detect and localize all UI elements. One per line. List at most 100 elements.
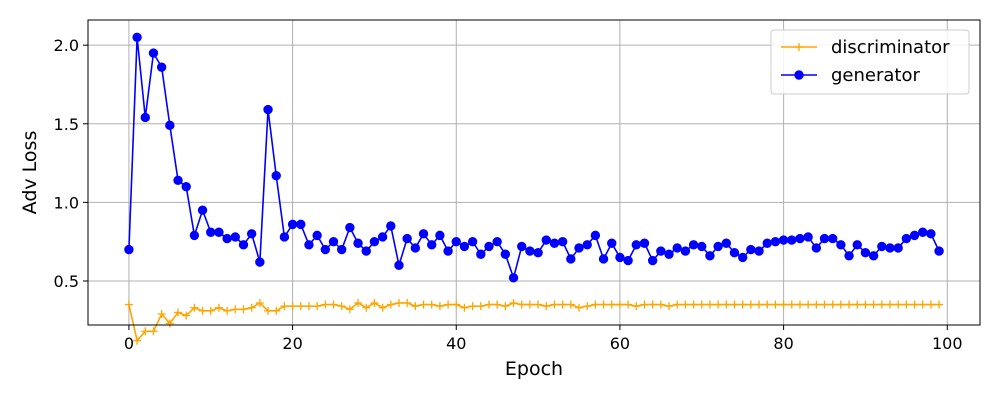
generator-point	[353, 238, 363, 248]
generator-point	[263, 104, 273, 115]
generator-point	[287, 219, 298, 230]
y-tick-label: 1.0	[54, 193, 79, 212]
discriminator-point	[738, 300, 747, 309]
discriminator-point	[836, 300, 845, 309]
generator-point	[631, 240, 641, 250]
discriminator-point	[501, 302, 510, 311]
discriminator-point	[313, 302, 322, 311]
generator-point	[762, 238, 772, 248]
generator-point	[320, 244, 331, 255]
plot-frame	[87, 19, 981, 326]
generator-point	[811, 243, 822, 253]
generator-point	[574, 243, 584, 253]
discriminator-point	[894, 300, 903, 309]
generator-point	[639, 238, 650, 248]
discriminator-point	[935, 300, 944, 309]
generator-point	[737, 252, 748, 263]
generator-point	[443, 246, 453, 256]
discriminator-point	[280, 302, 289, 311]
discriminator-point	[885, 300, 894, 309]
discriminator-point	[427, 300, 436, 309]
discriminator-point	[648, 300, 657, 309]
generator-point	[271, 170, 281, 181]
discriminator-point	[656, 300, 665, 309]
generator-point	[680, 246, 691, 256]
x-tick-label: 100	[932, 334, 963, 353]
discriminator-point	[681, 300, 690, 309]
legend-label: generator	[831, 65, 920, 86]
generator-point	[500, 249, 511, 259]
generator-point	[778, 235, 789, 245]
discriminator-point	[640, 300, 649, 309]
generator-point	[189, 230, 200, 241]
generator-point	[926, 229, 936, 239]
discriminator-point	[787, 300, 796, 309]
generator-point	[541, 235, 551, 245]
discriminator-point	[771, 300, 780, 309]
discriminator-point	[591, 300, 600, 309]
discriminator-point	[444, 300, 453, 309]
legend-marker	[795, 43, 803, 51]
discriminator-point	[820, 300, 829, 309]
generator-point	[721, 238, 732, 248]
generator-point	[868, 251, 879, 261]
generator-point	[525, 246, 535, 256]
generator-point	[459, 241, 470, 252]
discriminator-point	[755, 300, 764, 309]
discriminator-point	[394, 298, 403, 307]
discriminator-point	[419, 300, 428, 309]
discriminator-point	[141, 327, 150, 336]
discriminator-point	[804, 300, 813, 309]
x-tick-label: 80	[773, 334, 793, 353]
discriminator-point	[362, 303, 371, 312]
discriminator-point	[386, 300, 395, 309]
discriminator-point	[705, 300, 714, 309]
discriminator-point	[460, 303, 469, 312]
generator-point	[181, 181, 191, 192]
discriminator-point	[722, 300, 731, 309]
generator-point	[140, 112, 150, 123]
discriminator-point	[910, 300, 919, 309]
generator-point	[451, 236, 461, 247]
generator-point	[901, 233, 912, 244]
generator-point	[156, 62, 167, 72]
generator-point	[492, 236, 502, 247]
discriminator-point	[493, 300, 502, 309]
generator-point	[803, 232, 813, 242]
generator-point	[369, 236, 380, 247]
generator-point	[467, 236, 478, 247]
discriminator-point	[926, 300, 935, 309]
generator-point	[836, 240, 846, 250]
y-tick-label: 1.5	[54, 115, 79, 134]
generator-point	[590, 230, 601, 241]
discriminator-point	[157, 309, 166, 318]
discriminator-point	[345, 305, 354, 314]
discriminator-point	[730, 300, 739, 309]
discriminator-point	[615, 300, 624, 309]
generator-point	[173, 175, 183, 186]
x-tick-label: 60	[610, 334, 630, 353]
discriminator-point	[689, 300, 698, 309]
discriminator-point	[746, 300, 755, 309]
generator-point	[484, 241, 494, 252]
generator-point	[656, 246, 666, 256]
discriminator-point	[304, 302, 313, 311]
discriminator-point	[264, 306, 273, 315]
generator-point	[623, 255, 633, 266]
legend: discriminator generator	[770, 29, 970, 95]
discriminator-point	[190, 303, 199, 312]
generator-point	[688, 240, 699, 250]
generator-point	[729, 247, 740, 258]
generator-point	[918, 227, 928, 237]
generator-point	[697, 241, 707, 252]
generator-point	[255, 257, 265, 267]
generator-point	[852, 240, 862, 250]
x-tick-label: 20	[282, 334, 302, 353]
discriminator-point	[607, 300, 616, 309]
discriminator-point	[403, 298, 412, 307]
discriminator-point	[632, 302, 641, 311]
generator-point	[312, 230, 322, 241]
discriminator-point	[182, 311, 191, 320]
discriminator-point	[558, 300, 567, 309]
